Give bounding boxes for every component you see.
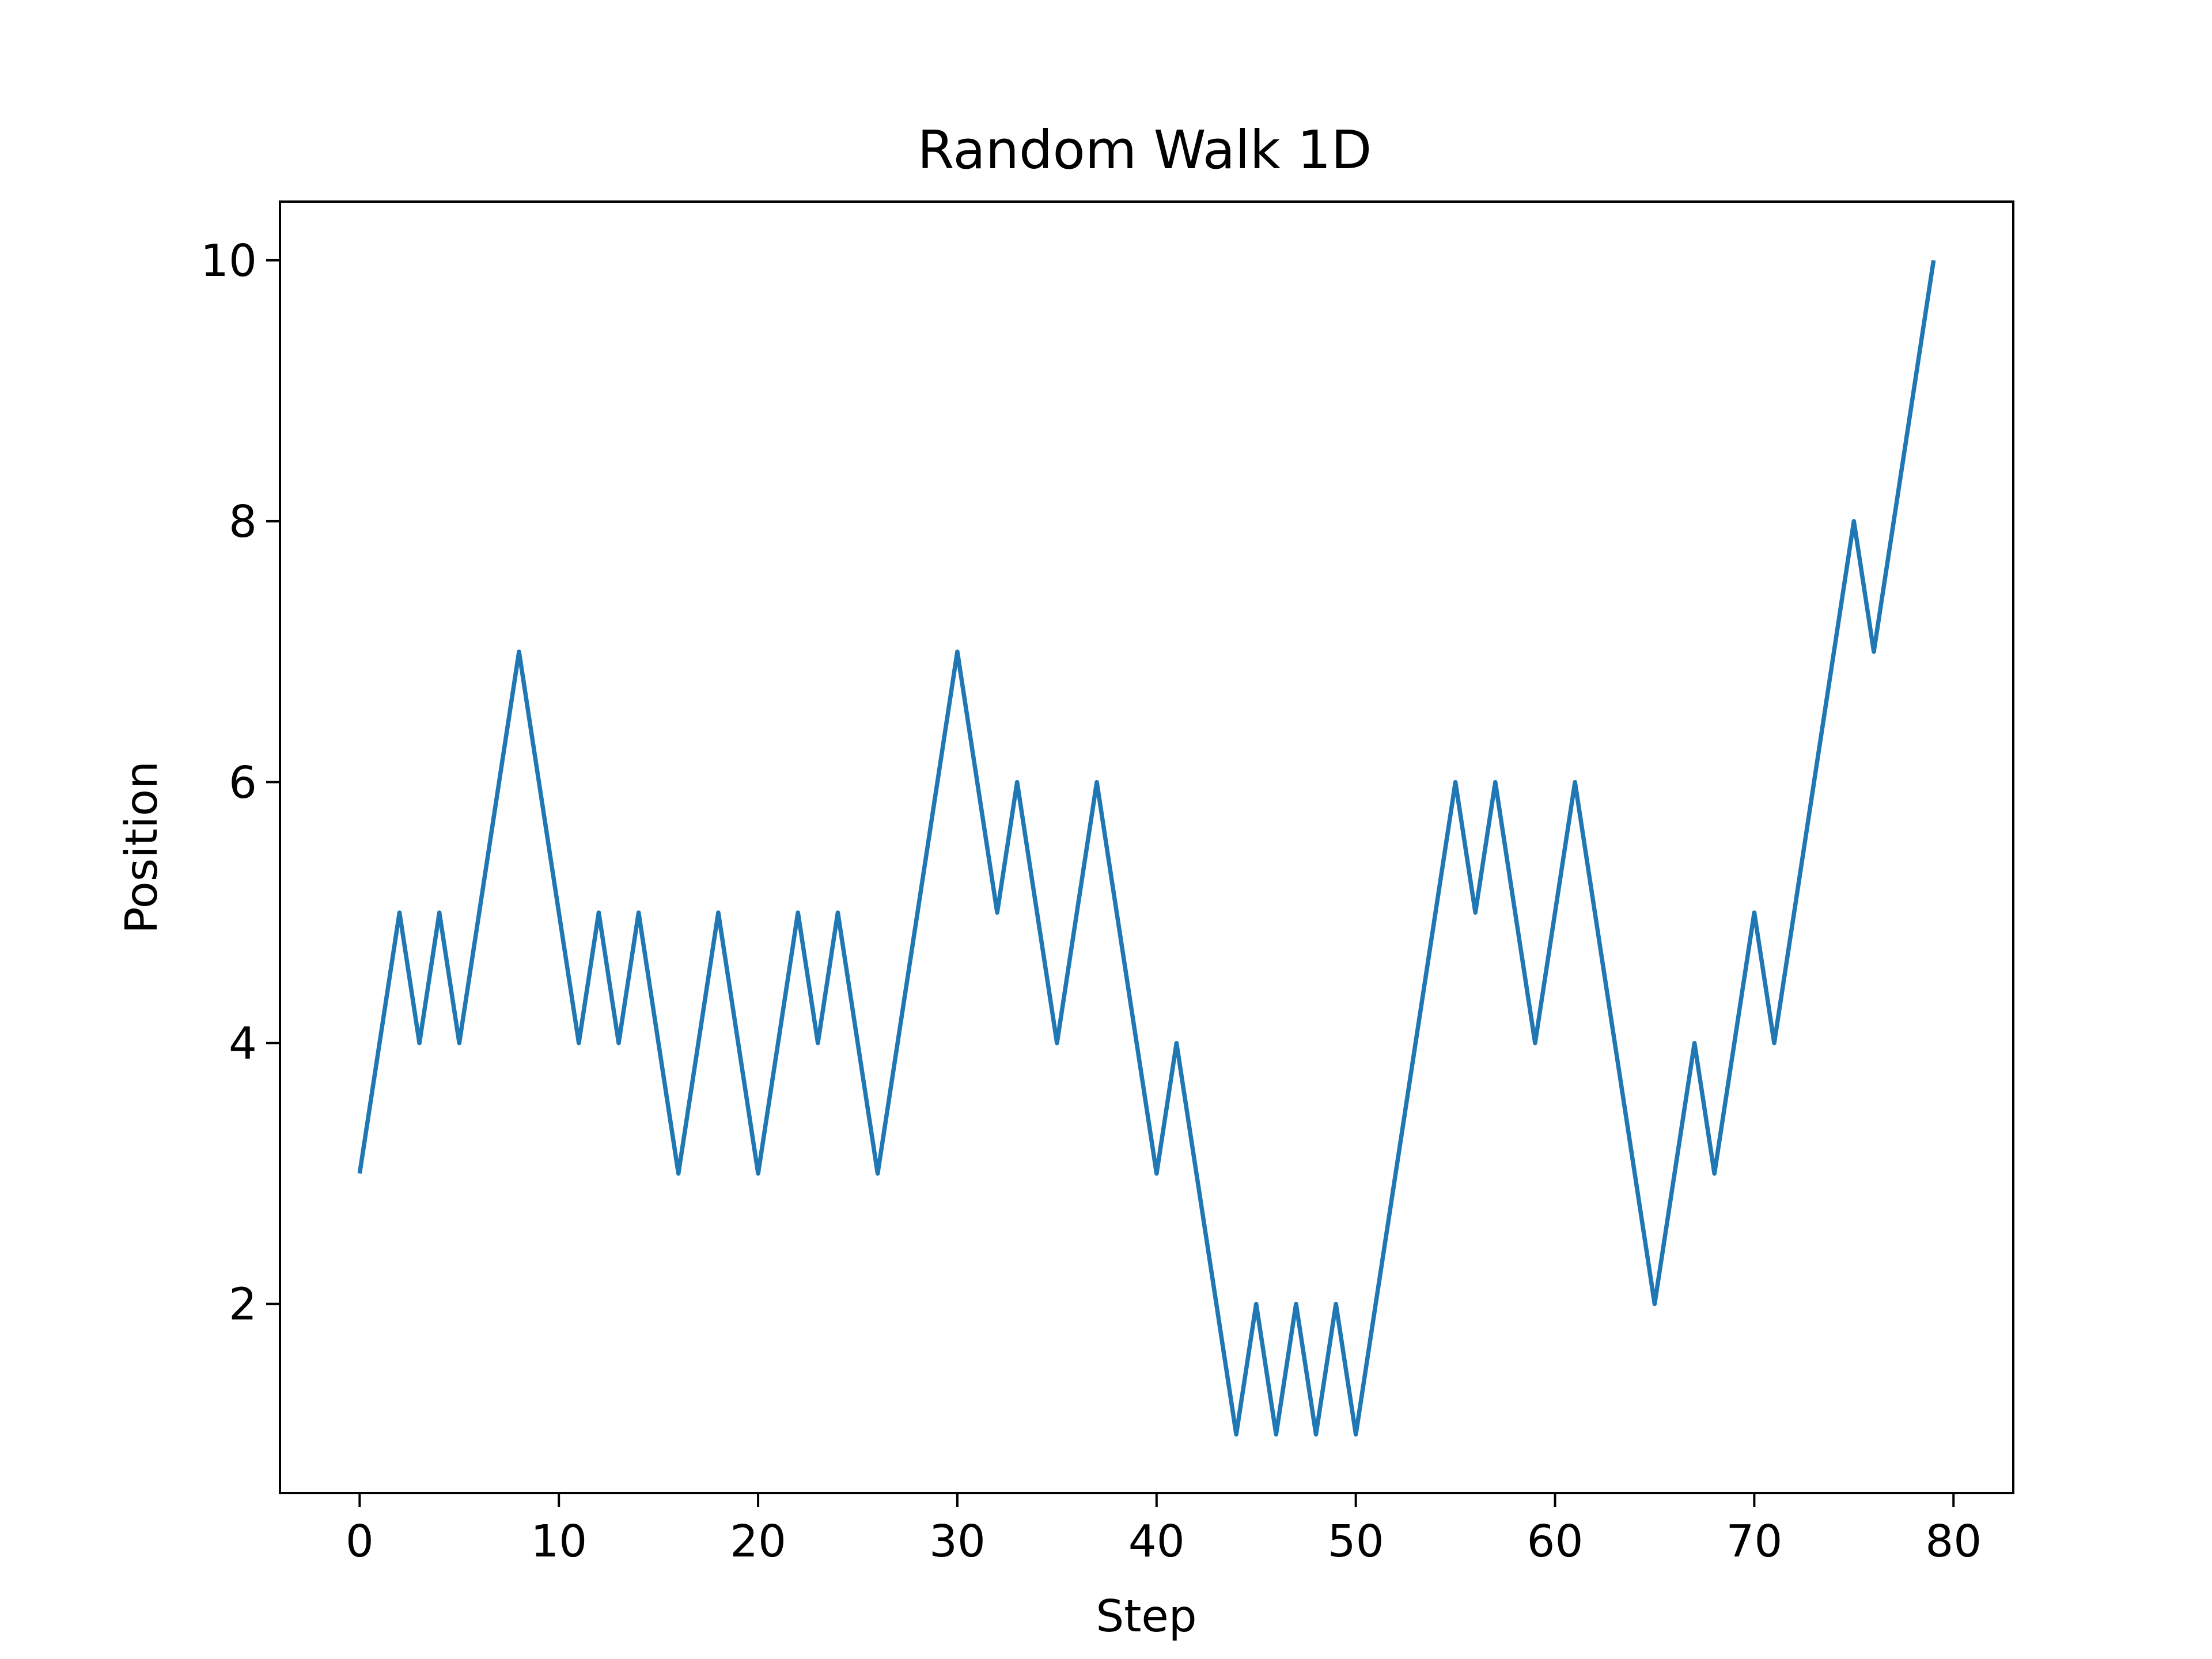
x-axis-label: Step: [1096, 1591, 1196, 1642]
x-tick-label: 20: [730, 1516, 786, 1567]
y-tick-label: 8: [229, 497, 257, 548]
y-tick-label: 6: [229, 757, 257, 809]
x-tick-label: 0: [346, 1516, 374, 1567]
y-tick-label: 2: [229, 1279, 257, 1331]
x-tick-label: 30: [929, 1516, 986, 1567]
y-tick-label: 10: [200, 236, 257, 287]
x-tick-label: 80: [1925, 1516, 1982, 1567]
plot-frame: [279, 200, 2014, 1494]
series-line-0: [357, 260, 1936, 1437]
x-tick-label: 10: [531, 1516, 587, 1567]
series-layer: [357, 260, 1936, 1437]
chart-title: Random Walk 1D: [917, 119, 1372, 181]
x-tick-label: 50: [1328, 1516, 1384, 1567]
x-tick-label: 60: [1527, 1516, 1584, 1567]
x-tick-label: 70: [1726, 1516, 1782, 1567]
y-axis-label: Position: [116, 761, 168, 934]
y-axis: 2 4 6 8 10: [200, 236, 280, 1331]
y-tick-label: 4: [229, 1018, 257, 1070]
x-axis: 0 10 20 30 40 50 60 70 80: [346, 1493, 1982, 1567]
x-tick-label: 40: [1128, 1516, 1185, 1567]
